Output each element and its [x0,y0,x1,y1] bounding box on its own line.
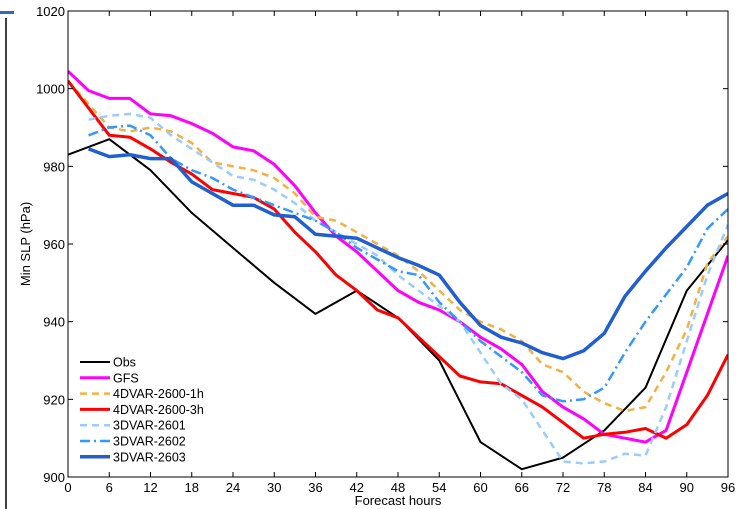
x-tick-label: 90 [680,480,694,495]
legend-label: 4DVAR-2600-1h [113,387,204,401]
legend-label: Obs [113,356,136,370]
legend-label: 3DVAR-2603 [113,450,186,464]
legend-label: GFS [113,371,139,385]
x-tick-label: 6 [106,480,113,495]
x-tick-label: 72 [556,480,570,495]
x-axis-title: Forecast hours [355,493,442,508]
x-tick-label: 42 [350,480,364,495]
x-tick-label: 30 [267,480,281,495]
y-tick-label: 1020 [36,4,65,19]
legend-label: 3DVAR-2602 [113,435,186,449]
x-tick-label: 0 [64,480,71,495]
x-tick-label: 78 [597,480,611,495]
series-line-3dvar-2602 [88,124,728,403]
x-tick-label: 18 [185,480,199,495]
y-tick-label: 900 [43,470,65,485]
legend-label: 4DVAR-2600-3h [113,403,204,417]
y-tick-label: 960 [43,237,65,252]
x-tick-label: 24 [226,480,240,495]
x-tick-label: 84 [638,480,652,495]
y-tick-label: 1000 [36,82,65,97]
x-tick-label: 96 [721,480,735,495]
x-tick-label: 36 [308,480,322,495]
x-tick-label: 48 [391,480,405,495]
y-tick-label: 920 [43,392,65,407]
y-axis-title: Min SLP (hPa) [18,202,33,286]
ticks-layer: 0 6 12 18 24 30 36 42 48 54 60 66 72 78 84 90 96 900 920 94… [36,4,735,495]
series-line-3dvar-2603 [87,147,728,361]
y-tick-label: 940 [43,315,65,330]
x-tick-label: 60 [473,480,487,495]
legend-label: 3DVAR-2601 [113,419,186,433]
left-edge-mark [0,11,14,14]
series-line-4dvar-2600-1h [68,80,728,413]
y-tick-label: 980 [43,159,65,174]
x-tick-label: 12 [143,480,157,495]
x-tick-label: 54 [432,480,446,495]
series-line-gfs [68,70,728,444]
series-line-4dvar-2600-3h [68,79,728,440]
series-layer [68,70,728,471]
x-tick-label: 66 [515,480,529,495]
